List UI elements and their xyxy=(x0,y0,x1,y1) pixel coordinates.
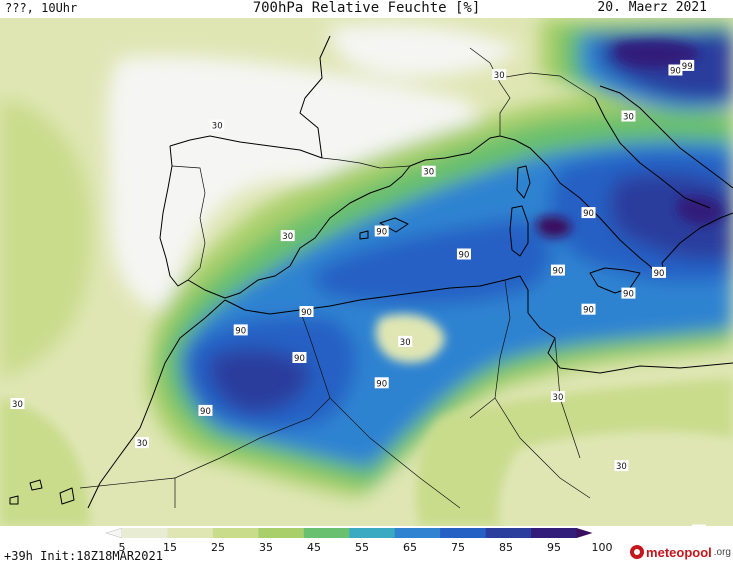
humidity-field xyxy=(0,18,733,526)
contour-label: 90 xyxy=(459,251,470,261)
colorbar-tick-label: 95 xyxy=(547,541,561,554)
contour-label-bg xyxy=(374,225,389,237)
colorbar-scale xyxy=(105,527,593,539)
contour-label: 30 xyxy=(623,113,634,123)
colorbar-segment xyxy=(303,528,350,538)
logo-icon xyxy=(630,545,645,559)
contour-label-bg xyxy=(691,524,706,526)
contour-label: 30 xyxy=(616,462,627,472)
contour-label-bg xyxy=(668,64,683,76)
contour-label-bg xyxy=(421,165,436,177)
contour-label-bg xyxy=(233,324,248,336)
colorbar-tick-label: 15 xyxy=(163,541,177,554)
colorbar-tick-label: 55 xyxy=(355,541,369,554)
colorbar-tick-label: 75 xyxy=(451,541,465,554)
contour-label: 30 xyxy=(12,400,23,410)
contour-label: 90 xyxy=(654,269,665,279)
logo-main-text: meteopool xyxy=(646,544,712,560)
contour-label: 90 xyxy=(235,326,246,336)
contour-label-bg xyxy=(652,266,666,278)
valid-date-label: 20. Maerz 2021 xyxy=(597,0,707,15)
contour-label-bg xyxy=(550,391,565,403)
contour-label: 90 xyxy=(583,209,594,219)
contour-label-bg xyxy=(135,437,149,449)
humidity-map: 3030303030303030303030309090909090909090… xyxy=(0,18,733,526)
contour-label: 30 xyxy=(423,168,434,178)
contour-label: 30 xyxy=(137,439,148,449)
contour-label-bg xyxy=(280,230,295,242)
colorbar-segment xyxy=(531,528,578,538)
colorbar-segment xyxy=(440,528,487,538)
contour-label-bg xyxy=(374,377,389,389)
colorbar-segment xyxy=(258,528,305,538)
run-info: +39h Init:18Z18MAR2021 xyxy=(4,549,163,563)
country-borders xyxy=(79,47,596,509)
colorbar-tick-label: 45 xyxy=(307,541,321,554)
contour-label-bg xyxy=(299,306,314,317)
contour-label-bg xyxy=(621,110,636,122)
contour-label: 30 xyxy=(212,122,223,132)
contour-label: 90 xyxy=(553,267,564,277)
contour-labels: 3030303030303030303030309090909090909090… xyxy=(10,59,706,526)
contour-label-bg xyxy=(292,352,307,363)
contour-label: 30 xyxy=(553,393,564,403)
logo-tld-text: .org xyxy=(713,546,731,558)
contour-label: 90 xyxy=(200,407,211,417)
colorbar-tick-label: 85 xyxy=(499,541,513,554)
contour-label-bg xyxy=(398,335,413,347)
contour-label-bg xyxy=(210,119,225,131)
colorbar-tick-label: 25 xyxy=(211,541,225,554)
colorbar-segment xyxy=(394,528,441,538)
contour-label-bg xyxy=(680,59,695,71)
contour-label: 90 xyxy=(376,228,387,238)
contour-label-bg xyxy=(550,264,565,276)
contour-label-bg xyxy=(621,287,636,299)
forecast-time-label: ???, 10Uhr xyxy=(5,1,78,15)
contour-label-bg xyxy=(456,248,471,260)
colorbar: 5 15 25 35 45 55 65 75 85 95 100 xyxy=(100,527,630,555)
contour-label: 30 xyxy=(400,338,411,348)
contour-label-bg xyxy=(614,460,629,472)
colorbar-segment xyxy=(167,528,214,538)
contour-label: 90 xyxy=(670,67,681,77)
colorbar-segment xyxy=(485,528,532,538)
colorbar-segment xyxy=(212,528,259,538)
contour-label: 99 xyxy=(682,62,693,72)
map-title: 700hPa Relative Feuchte [%] xyxy=(252,0,481,16)
colorbar-tick-label: 100 xyxy=(591,541,613,554)
contour-label-bg xyxy=(10,398,25,409)
colorbar-tick-label: 65 xyxy=(403,541,417,554)
colorbar-tick-label: 5 xyxy=(118,541,126,554)
colorbar-tick-label: 35 xyxy=(259,541,273,554)
colorbar-segment xyxy=(349,528,396,538)
contour-label-bg xyxy=(198,404,213,416)
contour-label: 90 xyxy=(294,354,305,364)
contour-label: 90 xyxy=(376,379,387,389)
meteopool-logo[interactable]: meteopool .org xyxy=(630,542,731,562)
contour-label: 30 xyxy=(282,232,293,242)
colorbar-segment xyxy=(122,528,168,538)
contour-label: 90 xyxy=(301,308,312,318)
colorbar-high-arrow xyxy=(576,528,593,538)
contour-label-bg xyxy=(581,303,596,315)
contour-label: 30 xyxy=(494,71,505,81)
contour-label-bg xyxy=(492,69,507,81)
contour-label: 90 xyxy=(623,290,634,300)
contour-label-bg xyxy=(581,207,596,219)
contour-label: 90 xyxy=(583,306,594,316)
colorbar-low-arrow xyxy=(105,527,123,539)
